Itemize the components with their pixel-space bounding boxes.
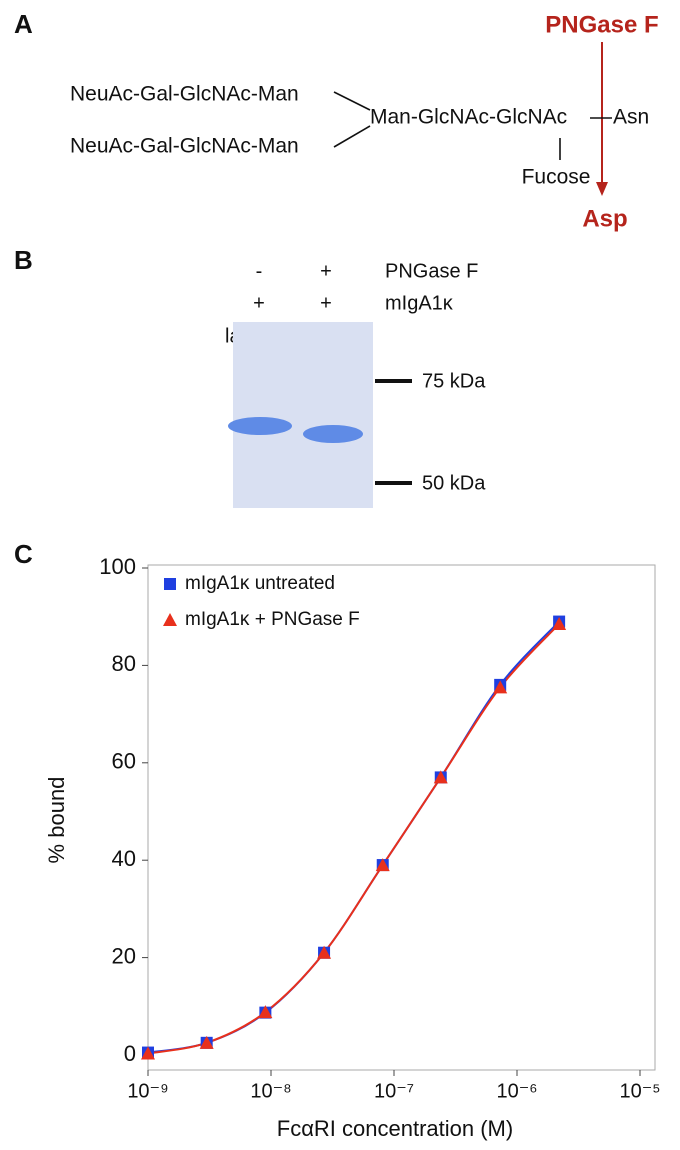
marker-label: 50 kDa	[422, 472, 486, 494]
fucose: Fucose	[522, 166, 591, 189]
data-point	[199, 1035, 214, 1049]
data-point	[375, 858, 390, 872]
gel-band	[303, 425, 363, 443]
y-tick-label: 0	[124, 1041, 136, 1066]
enzyme-label: PNGase F	[545, 11, 658, 38]
legend-marker	[164, 578, 176, 590]
lane-sign: +	[253, 292, 265, 314]
data-point	[493, 680, 508, 694]
panel-label: C	[14, 539, 33, 569]
y-tick-label: 80	[112, 651, 136, 676]
data-point	[317, 945, 332, 959]
y-tick-label: 100	[99, 554, 136, 579]
x-tick-label: 10⁻⁷	[374, 1080, 414, 1102]
y-axis-title: % bound	[44, 777, 69, 864]
branch: NeuAc-Gal-GlcNAc-Man	[70, 135, 299, 158]
x-axis-title: FcαRI concentration (M)	[277, 1116, 513, 1141]
bond	[333, 91, 371, 111]
y-tick-label: 40	[112, 846, 136, 871]
data-point	[258, 1005, 273, 1019]
legend-label: mIgA1κ + PNGase F	[185, 609, 360, 630]
data-point	[433, 770, 448, 784]
x-tick-label: 10⁻⁸	[250, 1080, 291, 1102]
x-tick-label: 10⁻⁶	[496, 1080, 537, 1102]
arrow-head	[596, 182, 608, 196]
gel-band	[228, 417, 292, 435]
row-label: mIgA1κ	[385, 292, 454, 314]
panel-label: A	[14, 9, 33, 39]
legend-label: mIgA1κ untreated	[185, 573, 335, 594]
plot-frame	[147, 564, 656, 1071]
core: Man-GlcNAc-GlcNAc	[370, 106, 567, 129]
lane-sign: -	[256, 260, 263, 282]
y-tick-label: 20	[112, 943, 136, 968]
lane-sign: +	[320, 292, 332, 314]
gel	[233, 322, 373, 508]
marker-label: 75 kDa	[422, 370, 486, 392]
x-tick-label: 10⁻⁵	[619, 1080, 660, 1102]
legend-marker	[163, 613, 177, 626]
branch: NeuAc-Gal-GlcNAc-Man	[70, 83, 299, 106]
lane-sign: +	[320, 260, 332, 282]
panel-label: B	[14, 245, 33, 275]
y-tick-label: 60	[112, 749, 136, 774]
bond	[333, 125, 371, 148]
product-label: Asp	[582, 205, 627, 232]
data-point	[552, 617, 567, 631]
x-tick-label: 10⁻⁹	[127, 1080, 168, 1102]
series-line	[147, 623, 560, 1055]
row-label: PNGase F	[385, 260, 478, 282]
data-point	[141, 1046, 155, 1060]
residue: Asn	[613, 106, 649, 129]
